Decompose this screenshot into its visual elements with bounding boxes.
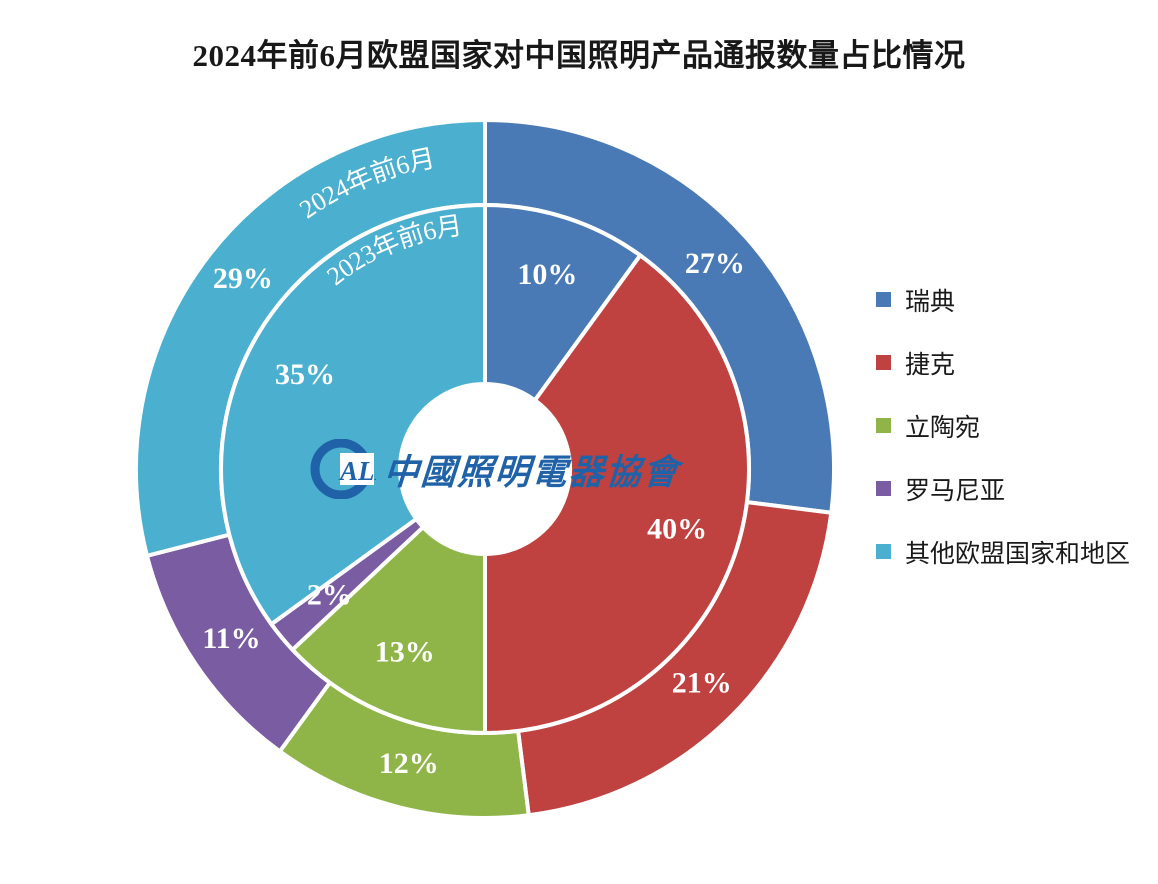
svg-text:ALI: ALI [338,456,376,486]
slice-value-label: 10% [517,258,577,291]
slice-value-label: 12% [379,747,439,780]
legend-swatch-lithuania [876,418,891,433]
legend-label-czech: 捷克 [905,351,956,379]
slice-value-label: 27% [685,247,745,280]
center-logo: ALI 中國照明電器協會 [310,432,681,506]
legend-item[interactable]: 罗马尼亚 [876,457,1146,520]
legend-item[interactable]: 瑞典 [876,268,1146,331]
cali-logo-icon: ALI [310,439,376,499]
legend-swatch-czech [876,355,891,370]
slice-value-label: 11% [202,622,260,655]
donut-slice[interactable] [483,202,643,404]
donut-slice[interactable] [483,252,751,736]
page-title: 2024年前6月欧盟国家对中国照明产品通报数量占比情况 [192,38,966,73]
legend-item[interactable]: 立陶宛 [876,394,1146,457]
legend-item[interactable]: 其他欧盟国家和地区 [876,520,1146,583]
legend-swatch-sweden [876,292,891,307]
legend-label-romania: 罗马尼亚 [905,477,1006,505]
slice-value-label: 2% [307,579,352,612]
legend-swatch-romania [876,481,891,496]
slice-value-label: 13% [375,635,435,668]
legend-label-lithuania: 立陶宛 [905,414,981,442]
legend: 瑞典 捷克 立陶宛 罗马尼亚 其他欧盟国家和地区 [876,268,1146,583]
slice-value-label: 40% [647,512,707,545]
legend-swatch-other-eu [876,544,891,559]
slice-value-label: 21% [672,667,732,700]
inner-ring-2023 [219,202,751,736]
slice-value-label: 35% [275,358,335,391]
legend-label-other-eu: 其他欧盟国家和地区 [905,540,1131,568]
donut-slice[interactable] [289,524,487,736]
legend-item[interactable]: 捷克 [876,331,1146,394]
logo-text: 中國照明電器協會 [382,452,682,492]
donut-slice[interactable] [219,202,487,627]
slice-value-label: 29% [213,262,273,295]
legend-label-sweden: 瑞典 [905,288,956,316]
